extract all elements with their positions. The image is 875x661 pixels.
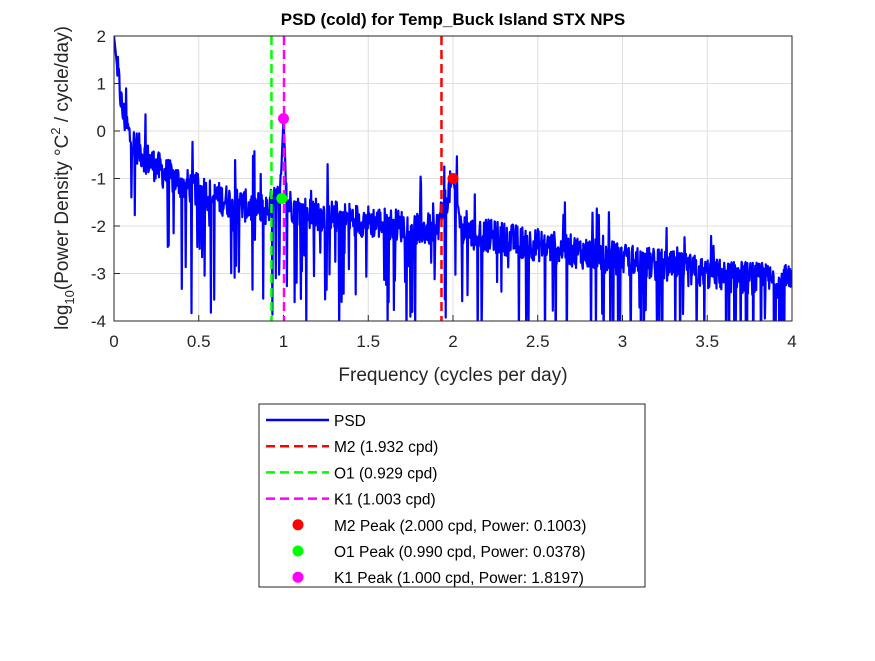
legend-label: O1 Peak (0.990 cpd, Power: 0.0378) <box>334 544 586 561</box>
legend-items: PSD M2 (1.932 cpd) O1 (0.929 cpd) K1 (1.003… <box>266 413 586 587</box>
legend-label: M2 Peak (2.000 cpd, Power: 0.1003) <box>334 518 586 535</box>
legend-label: K1 Peak (1.000 cpd, Power: 1.8197) <box>334 570 584 587</box>
y-tick-label: -3 <box>91 265 106 284</box>
y-axis-label-mid: (Power Density °C <box>52 135 73 290</box>
y-tick-label: 2 <box>97 27 106 46</box>
x-tick-label: 0 <box>109 332 118 351</box>
plot-frame <box>113 35 793 322</box>
x-tick-labels: 0 0.5 1 1.5 2 2.5 3 3.5 4 <box>109 332 796 351</box>
data-layer <box>114 36 792 321</box>
x-tick-label: 1.5 <box>356 332 380 351</box>
y-axis-label-superscript: 2 <box>48 127 63 134</box>
x-tick-label: 3.5 <box>695 332 719 351</box>
peak-marker-o1 <box>276 192 288 204</box>
x-tick-label: 4 <box>787 332 796 351</box>
x-tick-label: 3 <box>618 332 627 351</box>
legend: PSD M2 (1.932 cpd) O1 (0.929 cpd) K1 (1.003… <box>258 403 646 588</box>
y-tick-label: -4 <box>91 312 106 331</box>
legend-box <box>258 403 646 588</box>
x-tick-label: 2.5 <box>526 332 550 351</box>
peak-marker-m2 <box>447 173 459 184</box>
y-tick-labels: -4 -3 -2 -1 0 1 2 <box>91 27 106 331</box>
legend-marker <box>292 519 304 531</box>
y-tick-label: 0 <box>97 122 106 141</box>
y-axis-label-subscript: 10 <box>62 290 77 304</box>
x-axis-label: Frequency (cycles per day) <box>338 365 567 386</box>
y-tick-label: -2 <box>91 217 106 236</box>
legend-marker <box>292 571 304 583</box>
y-axis-label-suffix: / cycle/day) <box>52 26 73 127</box>
y-axis-label-prefix: log <box>52 305 73 330</box>
legend-label: M2 (1.932 cpd) <box>334 439 438 456</box>
y-tick-label: 1 <box>97 75 106 94</box>
x-tick-label: 2 <box>448 332 457 351</box>
legend-marker <box>292 545 304 557</box>
legend-label: PSD <box>334 413 366 430</box>
legend-label: K1 (1.003 cpd) <box>334 492 436 509</box>
x-tick-label: 0.5 <box>187 332 211 351</box>
peak-marker-k1 <box>278 113 289 125</box>
y-axis-label: log10(Power Density °C2 / cycle/day) <box>48 26 77 330</box>
y-tick-label: -1 <box>91 170 106 189</box>
chart-title: PSD (cold) for Temp_Buck Island STX NPS <box>281 10 625 29</box>
legend-label: O1 (0.929 cpd) <box>334 465 437 482</box>
x-tick-label: 1 <box>279 332 288 351</box>
